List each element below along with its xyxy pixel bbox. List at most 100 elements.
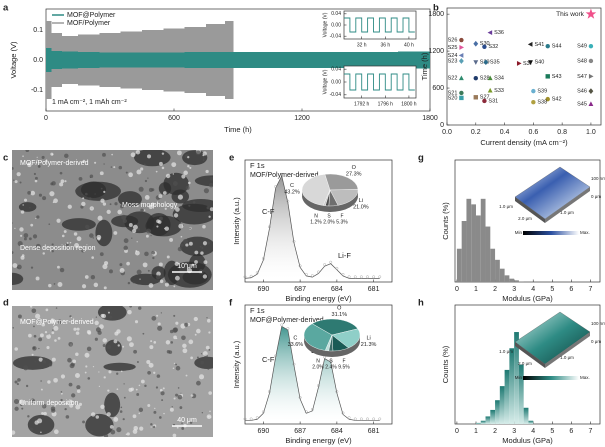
x-tick-label: 36 h: [380, 42, 390, 48]
point-label: S43: [552, 74, 562, 80]
sem-grain: [165, 173, 171, 179]
sem-grain: [158, 194, 163, 199]
x-tick-label: 690: [258, 428, 270, 435]
sem-grain: [76, 327, 80, 331]
sem-grain: [178, 223, 184, 229]
panel-label: c: [3, 153, 8, 164]
sem-grain: [198, 374, 205, 380]
sem-grain: [136, 241, 138, 243]
sem-grain: [99, 171, 104, 176]
y-axis-label: Voltage (V): [9, 41, 18, 79]
sem-grain: [78, 402, 83, 406]
point-label: S36: [494, 30, 504, 36]
sem-grain: [110, 429, 116, 435]
sem-grain: [161, 152, 165, 155]
sem-label: MOF/Polymer-derived: [20, 160, 89, 167]
sem-grain: [57, 265, 60, 269]
sem-grain: [48, 362, 53, 367]
sem-grain: [75, 404, 81, 410]
sem-grain: [65, 402, 69, 405]
sem-grain: [180, 235, 183, 238]
data-point: [359, 275, 363, 279]
x-tick-label: 4: [531, 428, 535, 435]
y-tick-label: 0: [440, 122, 444, 129]
sem-grain: [50, 318, 56, 324]
sem-grain: [22, 155, 24, 158]
sem-grain: [99, 252, 104, 257]
x-tick-label: 2: [493, 428, 497, 435]
sem-grain: [75, 372, 80, 378]
colorbar-label: Min: [515, 375, 523, 380]
sem-grain: [140, 167, 144, 171]
y-axis-label: Intensity (a.u.): [232, 197, 241, 245]
sem-grain: [177, 194, 184, 200]
sem-grain: [136, 393, 140, 396]
scale-bar-label: 40 μm: [177, 417, 197, 424]
data-point: [347, 416, 351, 420]
histogram-bar: [528, 420, 534, 424]
spectrum-title: F 1s: [250, 306, 265, 315]
sem-grain: [135, 250, 138, 252]
sem-grain: [102, 202, 107, 206]
panel-label: d: [3, 298, 9, 309]
envelope-segment: [225, 52, 247, 68]
sem-grain: [162, 387, 165, 390]
sem-grain: [82, 197, 85, 200]
sem-grain: [179, 406, 183, 409]
pie-slice: [322, 189, 331, 206]
afm-label: 2.0 μm: [518, 361, 532, 366]
sem-grain: [150, 274, 153, 277]
sem-grain: [95, 415, 100, 419]
peak-fill: [245, 175, 380, 279]
sem-grain: [208, 348, 211, 351]
sem-grain: [110, 312, 113, 315]
afm-label: 2.0 μm: [518, 216, 532, 221]
sem-grain: [177, 246, 183, 252]
sem-grain: [173, 314, 176, 317]
annotation: 1 mA cm⁻², 1 mAh cm⁻²: [52, 99, 127, 106]
sem-grain: [127, 309, 132, 315]
sem-grain: [28, 333, 32, 338]
sem-grain: [80, 205, 84, 209]
sem-grain: [146, 228, 152, 234]
sem-grain: [74, 243, 80, 249]
panel-label: b: [433, 3, 439, 14]
sem-grain: [116, 372, 119, 375]
sem-grain: [30, 190, 36, 196]
fit-line: [245, 325, 380, 421]
afm-label: 1.0 μm: [560, 355, 574, 360]
sem-grain: [36, 156, 38, 158]
sem-grain: [51, 357, 56, 362]
sem-grain: [42, 359, 46, 363]
histogram-bar: [509, 278, 515, 282]
point: [459, 90, 464, 96]
envelope-segment: [246, 52, 270, 68]
scale-bar-label: 10 μm: [177, 263, 197, 270]
sem-grain: [81, 193, 83, 195]
sem-grain: [103, 190, 106, 193]
sem-grain: [33, 334, 37, 338]
data-point: [366, 417, 369, 421]
point: [527, 41, 533, 47]
sem-grain: [163, 412, 165, 415]
pie-value: 2.4%: [325, 364, 337, 370]
envelope-segment: [270, 52, 292, 68]
sem-grain: [18, 399, 25, 405]
data-point: [261, 257, 265, 260]
sem-grain: [33, 172, 36, 176]
sem-grain: [133, 349, 137, 354]
sem-grain: [208, 331, 211, 334]
sem-grain: [34, 420, 39, 425]
sem-grain: [45, 159, 48, 163]
sem-dark-region: [145, 215, 183, 237]
data-point: [335, 390, 339, 393]
x-tick-label: 0.6: [528, 129, 538, 136]
histogram-bar: [509, 348, 515, 424]
y-axis-label: Voltage (V): [322, 69, 328, 94]
sem-grain: [151, 188, 155, 192]
sem-grain: [207, 415, 210, 418]
sem-grain: [200, 353, 203, 355]
point: [545, 74, 550, 79]
sem-grain: [177, 387, 180, 389]
sem-grain: [180, 243, 184, 247]
